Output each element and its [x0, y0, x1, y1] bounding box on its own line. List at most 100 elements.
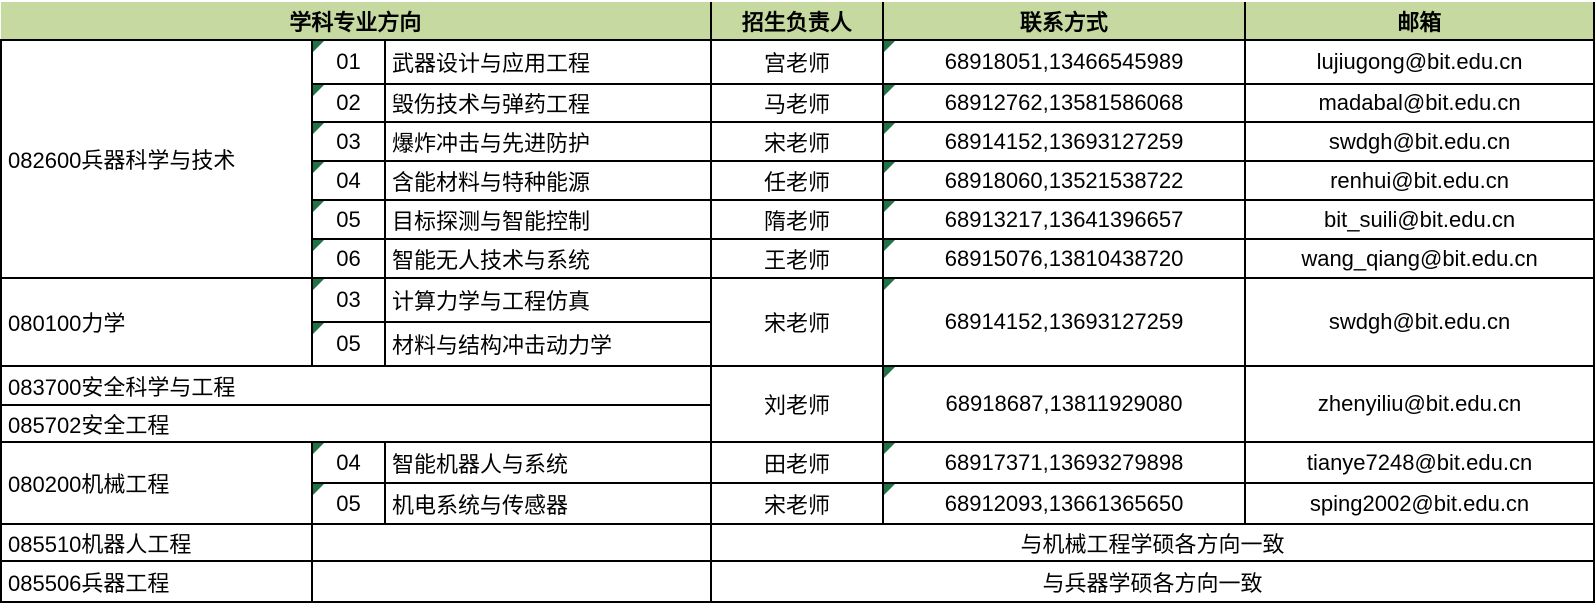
direction-num-cell[interactable]: 03	[311, 277, 386, 323]
email-cell[interactable]: sping2002@bit.edu.cn	[1244, 482, 1596, 525]
direction-name-cell[interactable]: 武器设计与应用工程	[383, 39, 713, 85]
num-text: 05	[336, 206, 361, 232]
contact-person-cell[interactable]: 宋老师	[710, 277, 885, 367]
code-text: 085702安全工程	[8, 412, 170, 438]
direction-name-cell[interactable]: 毁伤技术与弹药工程	[383, 83, 713, 123]
contact-person-cell[interactable]: 刘老师	[710, 365, 885, 443]
phone-cell[interactable]: 68914152,13693127259	[882, 121, 1247, 162]
num-text: 02	[336, 90, 361, 115]
phone-cell[interactable]: 68912762,13581586068	[882, 83, 1247, 123]
direction-name-cell[interactable]: 爆炸冲击与先进防护	[383, 121, 713, 162]
header-phone-cell[interactable]: 联系方式	[882, 2, 1247, 41]
table-row: 04 含能材料与特种能源 任老师 68918060,13521538722 re…	[1, 160, 1596, 201]
direction-name-cell[interactable]: 智能无人技术与系统	[383, 238, 713, 279]
error-flag-icon	[885, 124, 896, 134]
direction-num-cell[interactable]: 06	[311, 238, 386, 279]
contact-person-cell[interactable]: 宫老师	[710, 39, 885, 85]
email-cell[interactable]: tianye7248@bit.edu.cn	[1244, 441, 1596, 484]
contact-person-cell[interactable]: 宋老师	[710, 121, 885, 162]
phone-cell[interactable]: 68918060,13521538722	[882, 160, 1247, 201]
contact-person-cell[interactable]: 宋老师	[710, 482, 885, 525]
phone-text: 68915076,13810438720	[944, 245, 1184, 271]
direction-num-cell[interactable]: 01	[311, 39, 386, 85]
email-cell[interactable]: bit_suili@bit.edu.cn	[1244, 199, 1596, 240]
error-flag-icon	[314, 124, 324, 134]
direction-num-cell[interactable]: 05	[311, 482, 386, 525]
direction-name-cell[interactable]: 含能材料与特种能源	[383, 160, 713, 201]
code-text: 082600兵器科学与技术	[8, 148, 236, 173]
program-code-cell[interactable]: 082600兵器科学与技术	[0, 39, 313, 279]
person-text: 王老师	[764, 247, 831, 273]
table-row: 06 智能无人技术与系统 王老师 68915076,13810438720 wa…	[1, 238, 1596, 279]
direction-num-cell[interactable]: 03	[311, 121, 386, 162]
phone-cell[interactable]: 68912093,13661365650	[882, 482, 1247, 525]
email-cell[interactable]: zhenyiliu@bit.edu.cn	[1244, 365, 1596, 443]
phone-cell[interactable]: 68918051,13466545989	[882, 39, 1247, 85]
program-code-cell[interactable]: 080200机械工程	[0, 441, 313, 525]
error-flag-icon	[885, 485, 896, 495]
email-text: swdgh@bit.edu.cn	[1328, 309, 1511, 334]
direction-name-cell[interactable]: 材料与结构冲击动力学	[383, 321, 713, 367]
person-text: 田老师	[764, 451, 831, 477]
empty-cell[interactable]	[310, 523, 713, 562]
email-cell[interactable]: madabal@bit.edu.cn	[1244, 83, 1596, 123]
phone-cell[interactable]: 68913217,13641396657	[882, 199, 1247, 240]
phone-cell[interactable]: 68917371,13693279898	[882, 441, 1247, 484]
direction-name-cell[interactable]: 目标探测与智能控制	[383, 199, 713, 240]
error-flag-icon	[885, 42, 896, 52]
error-flag-icon	[885, 163, 896, 173]
direction-num-cell[interactable]: 04	[311, 441, 386, 484]
phone-cell[interactable]: 68918687,13811929080	[882, 365, 1247, 443]
phone-text: 68913217,13641396657	[944, 206, 1184, 232]
direction-name-cell[interactable]: 智能机器人与系统	[383, 441, 713, 484]
phone-text: 68918687,13811929080	[945, 391, 1183, 416]
table-row: 083700安全科学与工程 刘老师 68918687,13811929080 z…	[0, 365, 1596, 443]
direction-name-cell[interactable]: 机电系统与传感器	[383, 482, 713, 525]
contact-person-cell[interactable]: 隋老师	[710, 199, 885, 240]
error-flag-icon	[314, 86, 324, 96]
contact-person-cell[interactable]: 马老师	[710, 83, 885, 123]
email-cell[interactable]: lujiugong@bit.edu.cn	[1244, 39, 1596, 85]
error-flag-icon	[314, 42, 324, 52]
program-code-cell[interactable]: 085702安全工程	[0, 404, 713, 443]
error-flag-icon	[314, 241, 324, 251]
table-row: 080200机械工程 04 智能机器人与系统 田老师 68917371,1369…	[0, 441, 1596, 525]
email-cell[interactable]: swdgh@bit.edu.cn	[1244, 121, 1596, 162]
contact-person-cell[interactable]: 田老师	[710, 441, 885, 484]
phone-cell[interactable]: 68915076,13810438720	[882, 238, 1247, 279]
phone-cell[interactable]: 68914152,13693127259	[882, 277, 1247, 367]
program-code-cell[interactable]: 080100力学	[0, 277, 313, 367]
header-email-cell[interactable]: 邮箱	[1244, 2, 1596, 41]
header-contact-cell[interactable]: 招生负责人	[710, 2, 885, 41]
program-code-cell[interactable]: 085506兵器工程	[0, 560, 313, 603]
program-code-cell[interactable]: 085510机器人工程	[0, 523, 313, 562]
error-flag-icon	[314, 444, 324, 454]
email-text: wang_qiang@bit.edu.cn	[1301, 245, 1538, 271]
error-flag-icon	[885, 86, 896, 96]
error-flag-icon	[885, 241, 896, 251]
direction-num-cell[interactable]: 05	[311, 321, 386, 367]
num-text: 05	[336, 331, 361, 356]
direction-num-cell[interactable]: 02	[311, 83, 386, 123]
error-flag-icon	[885, 368, 896, 378]
empty-cell[interactable]	[310, 560, 713, 603]
direction-num-cell[interactable]: 05	[311, 199, 386, 240]
contact-person-cell[interactable]: 任老师	[710, 160, 885, 201]
note-cell[interactable]: 与兵器学硕各方向一致	[710, 560, 1596, 603]
direction-num-cell[interactable]: 04	[311, 160, 386, 201]
header-subject-cell[interactable]: 学科专业方向	[1, 2, 713, 41]
error-flag-icon	[314, 324, 324, 334]
email-cell[interactable]: renhui@bit.edu.cn	[1244, 160, 1596, 201]
email-cell[interactable]: wang_qiang@bit.edu.cn	[1244, 238, 1596, 279]
phone-text: 68912762,13581586068	[944, 90, 1184, 115]
email-cell[interactable]: swdgh@bit.edu.cn	[1244, 277, 1596, 367]
direction-text: 毁伤技术与弹药工程	[392, 92, 591, 117]
direction-text: 含能材料与特种能源	[392, 169, 591, 195]
direction-name-cell[interactable]: 计算力学与工程仿真	[383, 277, 713, 323]
header-phone-text: 联系方式	[1020, 9, 1109, 35]
table-row: 05 材料与结构冲击动力学	[1, 321, 1594, 367]
contact-person-cell[interactable]: 王老师	[710, 238, 885, 279]
note-cell[interactable]: 与机械工程学硕各方向一致	[710, 523, 1596, 562]
program-code-cell[interactable]: 083700安全科学与工程	[0, 365, 713, 406]
phone-text: 68914152,13693127259	[944, 128, 1184, 154]
